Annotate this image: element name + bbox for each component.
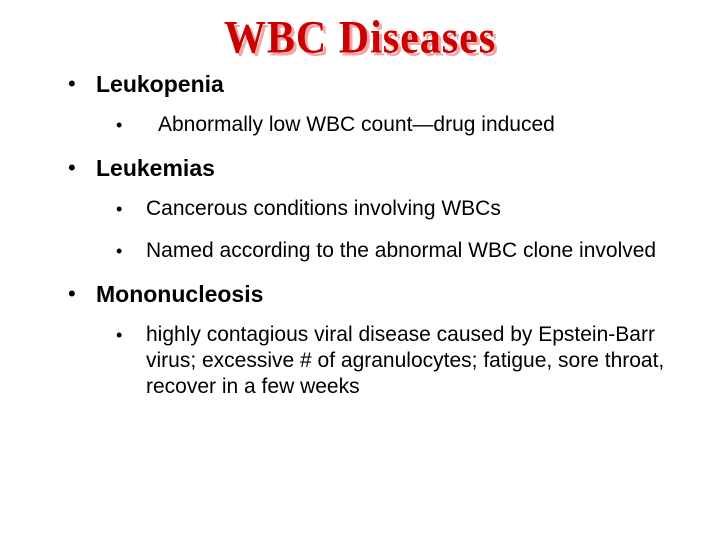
slide: WBC Diseases Leukopenia Abnormally low W… bbox=[0, 0, 720, 540]
list-item: Leukopenia Abnormally low WBC count—drug… bbox=[68, 70, 680, 138]
list-item-label: Leukemias bbox=[96, 155, 215, 181]
bullet-list-level2: Abnormally low WBC count—drug induced bbox=[96, 112, 680, 138]
list-item-label: Mononucleosis bbox=[96, 281, 263, 307]
list-item-text: Abnormally low WBC count—drug induced bbox=[158, 113, 555, 136]
list-item: Cancerous conditions involving WBCs bbox=[116, 196, 680, 222]
bullet-list-level1: Leukopenia Abnormally low WBC count—drug… bbox=[40, 70, 680, 400]
bullet-list-level2: Cancerous conditions involving WBCs Name… bbox=[96, 196, 680, 264]
list-item: Abnormally low WBC count—drug induced bbox=[116, 112, 680, 138]
list-item-label: Leukopenia bbox=[96, 71, 224, 97]
list-item-text: Cancerous conditions involving WBCs bbox=[146, 197, 501, 220]
bullet-list-level2: highly contagious viral disease caused b… bbox=[96, 322, 680, 400]
list-item-text: Named according to the abnormal WBC clon… bbox=[146, 239, 656, 262]
list-item: Leukemias Cancerous conditions involving… bbox=[68, 154, 680, 264]
list-item-text: highly contagious viral disease caused b… bbox=[146, 323, 664, 398]
list-item: Named according to the abnormal WBC clon… bbox=[116, 238, 680, 264]
list-item: Mononucleosis highly contagious viral di… bbox=[68, 280, 680, 400]
list-item: highly contagious viral disease caused b… bbox=[116, 322, 680, 400]
slide-title: WBC Diseases bbox=[40, 12, 680, 65]
